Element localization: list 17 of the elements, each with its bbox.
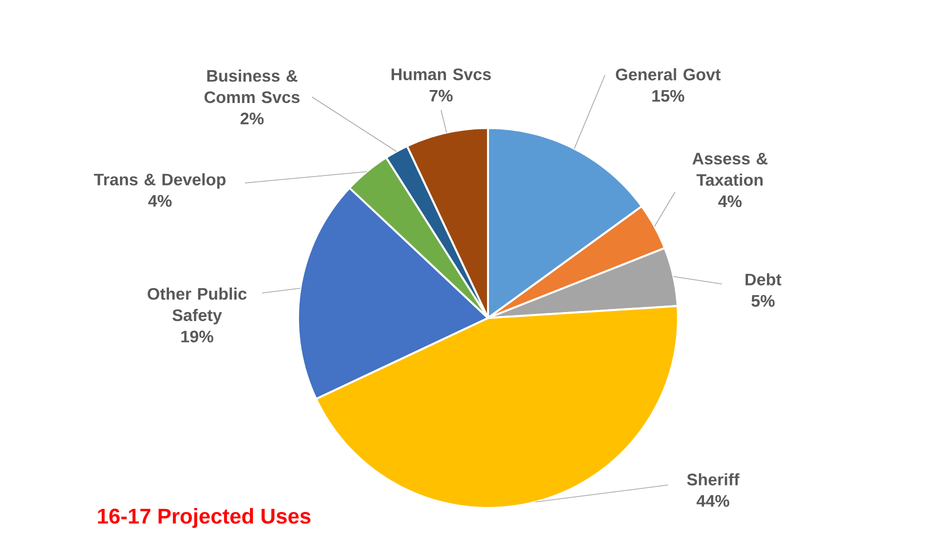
data-label: 19%	[181, 330, 214, 342]
data-label: 15%	[652, 90, 684, 102]
slice-label: Other Public Safety	[148, 288, 247, 324]
slice-label: General Govt	[616, 68, 721, 80]
slice-label: Trans & Develop	[94, 173, 226, 189]
data-label: 2%	[240, 112, 264, 124]
data-label: 5%	[751, 295, 775, 307]
data-label: 4%	[718, 195, 742, 208]
data-label: 44%	[696, 495, 730, 507]
data-label: 4%	[148, 195, 172, 207]
slice-label: Assess & Taxation	[692, 152, 768, 186]
text: 16-17 Projected Uses	[98, 508, 310, 528]
slice-label: Human Svcs	[392, 68, 491, 80]
legend-label: Debt	[746, 273, 782, 286]
slice-label: Sheriff	[687, 473, 740, 486]
data-label: 7%	[430, 90, 453, 102]
slice-label: Business & Comm Svcs	[204, 70, 300, 104]
